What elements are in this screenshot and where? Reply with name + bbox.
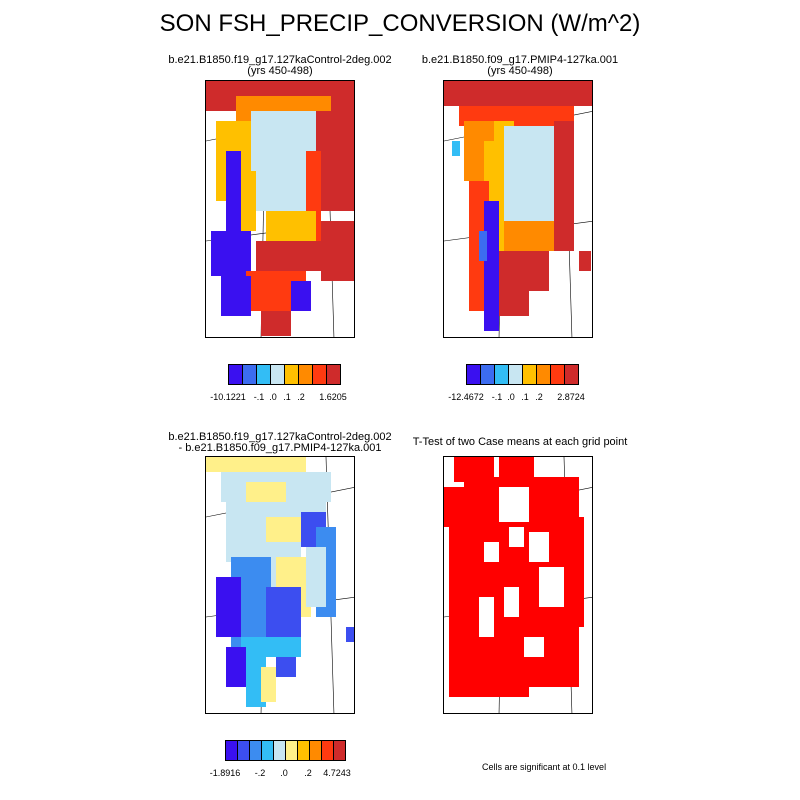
panel1-legend-box (326, 364, 341, 385)
panel1-legend-tick: .0 (269, 392, 277, 402)
panel3-legend: -1.8916 -.2 .0 .2 4.7243 (210, 740, 375, 780)
panel1-legend-tick: .2 (297, 392, 305, 402)
panel1-legend: -10.1221 -.1 .0 .1 .2 1.6205 (210, 364, 347, 404)
panel1-title-line1: b.e21.B1850.f19_g17.127kaControl-2deg.00… (168, 54, 392, 66)
panel1-legend-tick: 1.6205 (319, 392, 347, 402)
panel4-map (443, 456, 593, 714)
panel1-map (205, 80, 355, 338)
panel2-legend-tick: .2 (535, 392, 543, 402)
panel1-legend-box (270, 364, 285, 385)
panel3-title-line1: b.e21.B1850.f19_g17.127kaControl-2deg.00… (168, 431, 392, 443)
panel2-title-line1: b.e21.B1850.f09_g17.PMIP4-127ka.001 (421, 54, 619, 66)
panel1-legend-boxes (228, 364, 341, 385)
panel4-map-svg (444, 457, 592, 713)
panel3-title-line2: - b.e21.B1850.f09_g17.PMIP4-127ka.001 (178, 442, 382, 454)
panel3-legend-tick: .0 (280, 768, 288, 778)
panel2-legend-tick: .0 (507, 392, 515, 402)
panel2-legend-box (494, 364, 509, 385)
panel2-legend-box (564, 364, 579, 385)
panel4-title: T-Test of two Case means at each grid po… (412, 436, 628, 448)
panel3-map-svg (206, 457, 354, 713)
panel1-legend-tick: .1 (283, 392, 291, 402)
panel2-title-line2: (yrs 450-498) (487, 65, 553, 77)
panel2-legend-tick: .1 (521, 392, 529, 402)
panel3-legend-tick: -.2 (254, 768, 266, 778)
panel2-legend-box (550, 364, 565, 385)
panel2-legend-box (508, 364, 523, 385)
panel2-legend: -12.4672 -.1 .0 .1 .2 2.8724 (448, 364, 585, 404)
panel1-legend-tick: -10.1221 (210, 392, 246, 402)
panel2-legend-tick: 2.8724 (557, 392, 585, 402)
panel2-legend-box (466, 364, 481, 385)
panel2-legend-boxes (466, 364, 579, 385)
panel3-map (205, 456, 355, 714)
panel2-legend-tick: -12.4672 (448, 392, 484, 402)
panel2-legend-box (522, 364, 537, 385)
panel2-legend-box (480, 364, 495, 385)
panel1-legend-box (256, 364, 271, 385)
panel1-legend-box (242, 364, 257, 385)
panel1-title-line2: (yrs 450-498) (247, 65, 313, 77)
panel2-map (443, 80, 593, 338)
panel1-legend-box (298, 364, 313, 385)
panel2-map-svg (444, 81, 592, 337)
panel1-map-svg (206, 81, 354, 337)
panel2-legend-box (536, 364, 551, 385)
panel3-legend-tick: .2 (304, 768, 312, 778)
panel1-legend-box (312, 364, 327, 385)
panel1-legend-box (228, 364, 243, 385)
panel1-legend-tick: -.1 (253, 392, 265, 402)
panel1-legend-box (284, 364, 299, 385)
significance-note: Cells are significant at 0.1 level (482, 762, 607, 772)
panel3-legend-box (333, 740, 346, 761)
panel3-legend-tick: -1.8916 (209, 768, 241, 778)
figure-title: SON FSH_PRECIP_CONVERSION (W/m^2) (159, 10, 641, 37)
panel3-legend-tick: 4.7243 (323, 768, 351, 778)
panel2-legend-tick: -.1 (491, 392, 503, 402)
panel3-legend-boxes (225, 740, 346, 761)
